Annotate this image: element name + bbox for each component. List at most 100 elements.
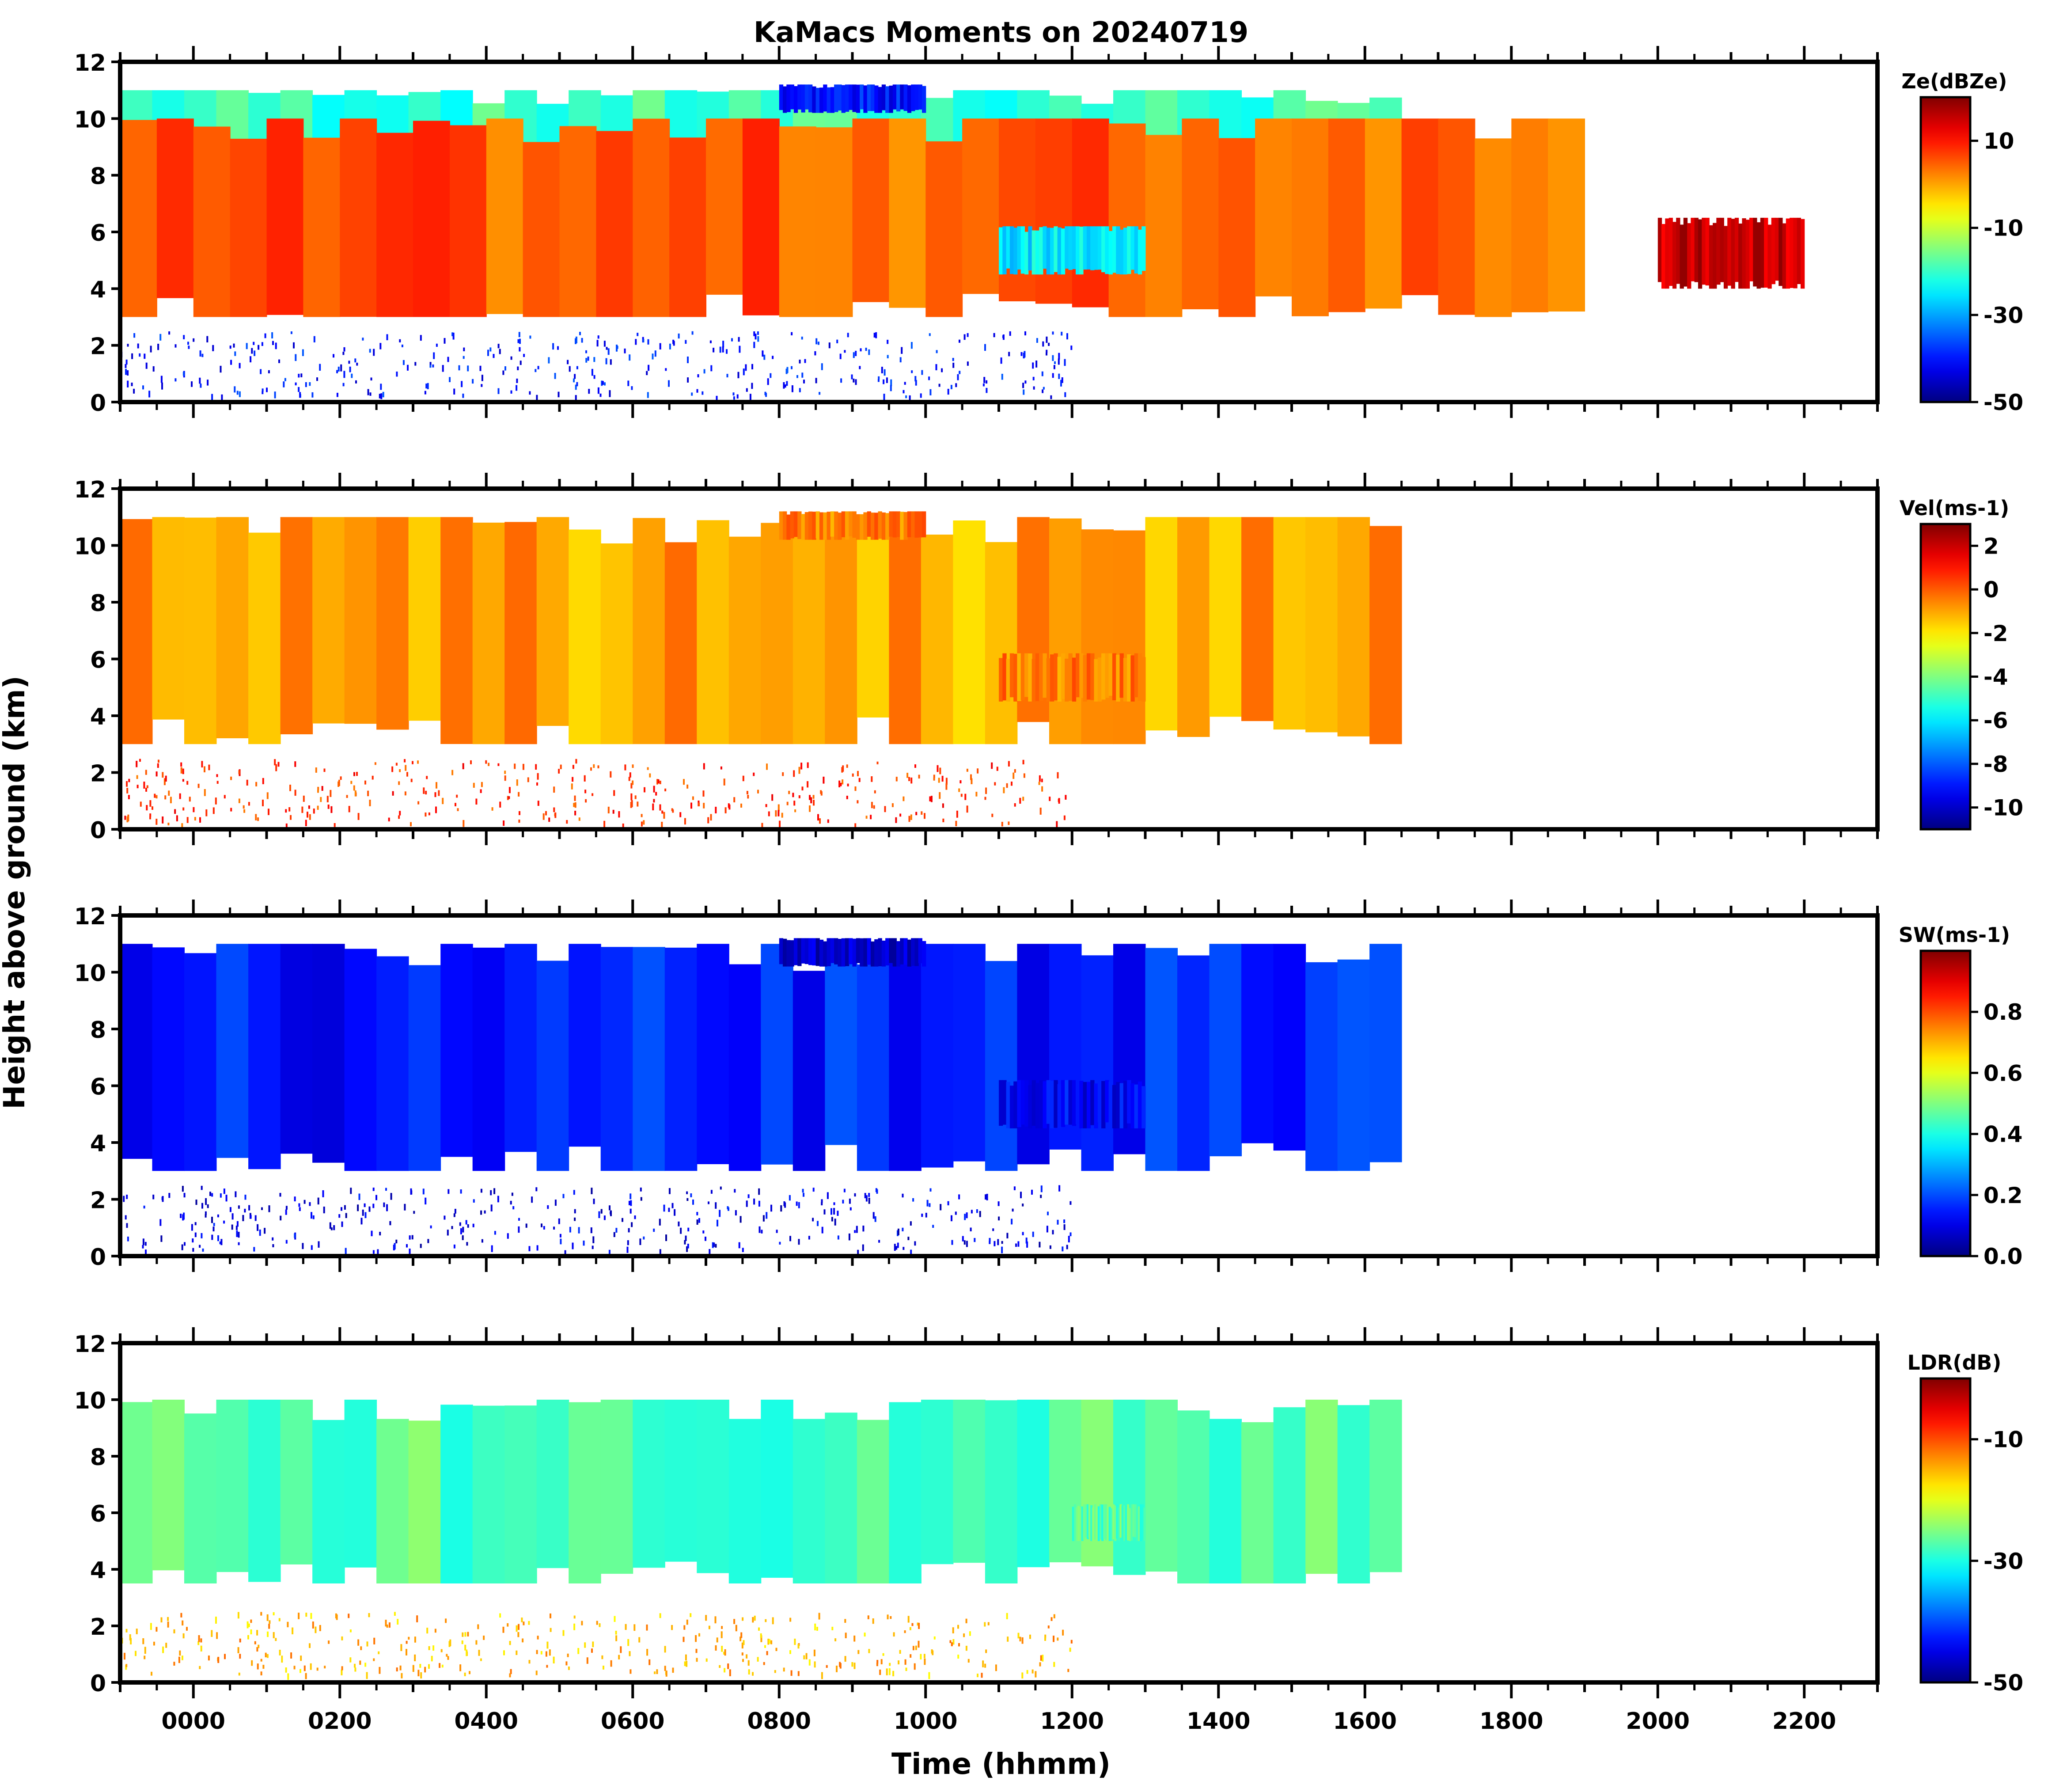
- echo-speckle: [698, 1633, 700, 1637]
- echo-speckle: [1058, 353, 1060, 360]
- echo-region-reflectivity-5: [838, 84, 842, 111]
- echo-speckle: [238, 798, 240, 803]
- echo-region-reflectivity-5: [779, 84, 784, 110]
- echo-speckle: [910, 1249, 912, 1255]
- echo-speckle: [144, 1241, 147, 1246]
- echo-speckle: [901, 347, 903, 354]
- colorbar: [1919, 523, 1972, 831]
- echo-speckle: [579, 332, 581, 335]
- echo-speckle: [770, 1640, 773, 1644]
- echo-speckle: [865, 816, 868, 819]
- echo-speckle: [162, 816, 164, 824]
- echo-region-reflectivity-2: [303, 137, 341, 317]
- echo-region-ldr-0: [1305, 1400, 1338, 1574]
- echo-speckle: [440, 1649, 443, 1652]
- echo-speckle: [933, 1636, 936, 1640]
- echo-speckle: [197, 783, 200, 788]
- echo-region-velocity-0: [472, 522, 505, 744]
- echo-speckle: [1041, 371, 1043, 376]
- colorbar-tick-label: 0.8: [1983, 999, 2023, 1025]
- y-tick-label: 8: [90, 590, 106, 617]
- echo-speckle: [938, 778, 940, 783]
- echo-speckle: [643, 820, 645, 825]
- echo-speckle: [680, 1227, 682, 1234]
- echo-region-spectrum_width-0: [1241, 944, 1274, 1143]
- echo-region-reflectivity-5: [841, 85, 846, 113]
- echo-speckle: [630, 801, 632, 808]
- echo-speckle: [839, 1662, 841, 1667]
- echo-region-velocity-0: [1049, 518, 1082, 744]
- echo-speckle: [1022, 1232, 1024, 1235]
- echo-speckle: [1069, 1232, 1072, 1236]
- y-tick-label: 8: [90, 1017, 106, 1044]
- echo-speckle: [714, 1616, 717, 1624]
- echo-speckle: [804, 359, 806, 363]
- echo-region-velocity-0: [569, 529, 601, 744]
- y-tick-label: 6: [90, 1501, 106, 1527]
- echo-speckle: [223, 1188, 225, 1194]
- echo-speckle: [1063, 1219, 1066, 1223]
- echo-region-reflectivity-5: [911, 84, 915, 111]
- echo-region-ldr-1: [1101, 1504, 1104, 1541]
- echo-speckle: [814, 351, 816, 356]
- echo-speckle: [1021, 1637, 1024, 1644]
- echo-speckle: [317, 790, 319, 793]
- echo-region-reflectivity-4: [1112, 226, 1117, 273]
- echo-speckle: [356, 362, 358, 366]
- echo-region-reflectivity-4: [1006, 226, 1010, 269]
- echo-region-spectrum_width-2: [845, 938, 849, 966]
- echo-region-spectrum_width-1: [1032, 1080, 1036, 1126]
- echo-speckle: [933, 777, 935, 781]
- echo-speckle: [200, 1645, 202, 1652]
- echo-speckle: [546, 1665, 548, 1668]
- echo-speckle: [145, 362, 148, 369]
- echo-speckle: [593, 1199, 595, 1204]
- echo-speckle: [796, 1201, 798, 1206]
- echo-speckle: [1041, 786, 1043, 792]
- echo-speckle: [1070, 1640, 1073, 1644]
- echo-speckle: [838, 780, 841, 787]
- echo-speckle: [420, 1672, 422, 1679]
- echo-region-velocity-0: [408, 517, 441, 721]
- echo-speckle: [575, 395, 577, 402]
- echo-speckle: [547, 1205, 549, 1209]
- echo-region-ldr-0: [985, 1400, 1018, 1583]
- echo-region-ldr-1: [1130, 1504, 1133, 1541]
- echo-speckle: [565, 1661, 568, 1666]
- echo-speckle: [354, 1663, 356, 1668]
- echo-speckle: [309, 382, 311, 386]
- echo-speckle: [1049, 797, 1051, 801]
- echo-speckle: [620, 1646, 622, 1653]
- echo-speckle: [183, 1192, 186, 1198]
- echo-speckle: [986, 1194, 988, 1200]
- echo-speckle: [417, 1670, 420, 1677]
- echo-speckle: [890, 385, 892, 391]
- echo-region-reflectivity-2: [1255, 118, 1292, 296]
- echo-speckle: [251, 348, 253, 354]
- echo-speckle: [237, 1647, 239, 1653]
- echo-speckle: [834, 1219, 836, 1226]
- echo-speckle: [459, 1664, 462, 1671]
- echo-speckle: [301, 806, 303, 813]
- echo-speckle: [598, 1211, 600, 1219]
- echo-speckle: [819, 392, 821, 395]
- echo-region-reflectivity-2: [1292, 118, 1329, 316]
- echo-speckle: [268, 1205, 270, 1212]
- echo-speckle: [406, 1649, 407, 1655]
- echo-speckle: [733, 396, 735, 400]
- colorbar: [1919, 1377, 1972, 1684]
- echo-speckle: [480, 1210, 482, 1215]
- echo-speckle: [685, 1235, 687, 1241]
- echo-speckle: [1052, 1230, 1054, 1234]
- echo-speckle: [966, 1241, 968, 1247]
- echo-region-reflectivity-5: [830, 87, 835, 113]
- echo-region-spectrum_width-1: [1054, 1080, 1058, 1128]
- echo-speckle: [521, 1617, 523, 1622]
- echo-speckle: [281, 1655, 283, 1663]
- echo-speckle: [168, 790, 170, 796]
- echo-speckle: [394, 1612, 396, 1616]
- echo-speckle: [1026, 1241, 1028, 1248]
- echo-speckle: [481, 782, 483, 787]
- echo-speckle: [142, 1638, 144, 1644]
- echo-speckle: [1039, 808, 1042, 815]
